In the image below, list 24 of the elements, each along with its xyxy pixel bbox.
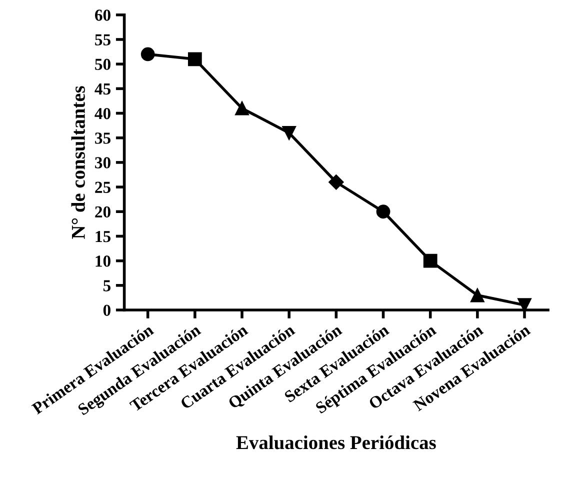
y-tick-label: 60 xyxy=(95,10,110,21)
y-tick-label: 0 xyxy=(103,304,110,316)
y-tick-label: 35 xyxy=(95,132,110,144)
y-tick-label: 10 xyxy=(96,256,110,267)
y-tick-label: 15 xyxy=(96,231,110,242)
x-axis-title: Evaluaciones Periódicas xyxy=(236,435,436,450)
y-tick-label: 45 xyxy=(94,83,110,95)
y-tick-label: 20 xyxy=(95,206,110,218)
y-tick-label: 25 xyxy=(95,182,110,193)
point xyxy=(518,298,532,310)
y-tick-label: 40 xyxy=(94,108,110,120)
point xyxy=(328,174,344,190)
point xyxy=(470,288,484,302)
point xyxy=(188,52,202,66)
y-tick-label: 30 xyxy=(95,157,110,168)
y-axis-title: N° de consultantes xyxy=(71,86,85,239)
point xyxy=(282,126,296,140)
point xyxy=(140,47,155,62)
point xyxy=(235,101,249,116)
y-tick-label: 50 xyxy=(95,58,110,70)
y-tick-label: 55 xyxy=(95,34,110,46)
y-tick-label: 5 xyxy=(103,280,110,292)
point xyxy=(423,254,438,268)
point xyxy=(376,204,390,219)
